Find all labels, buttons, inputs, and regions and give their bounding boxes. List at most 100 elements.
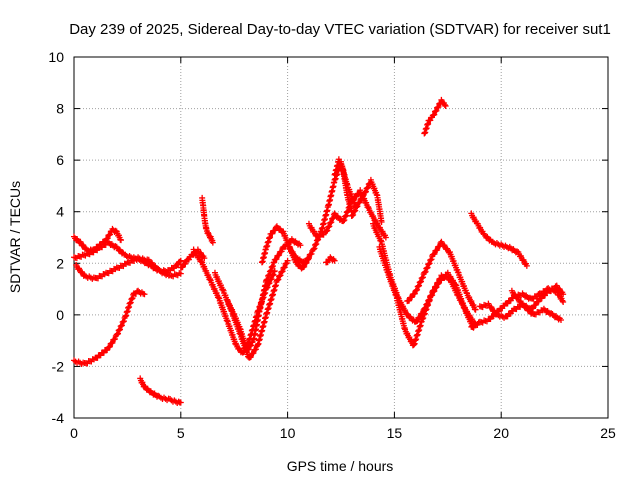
data-point [247,354,254,361]
x-tick-label: 0 [70,425,78,441]
data-point [426,260,433,267]
data-point [523,262,530,269]
data-point [406,297,413,304]
data-point [428,256,435,263]
y-tick-label: 8 [56,101,64,117]
data-point [303,258,310,265]
data-point [418,278,425,285]
data-point [560,298,567,305]
data-point [354,203,361,210]
data-point [250,350,257,357]
series-arc-21 [468,210,530,269]
series-arc-04 [71,287,148,368]
data-point [141,291,148,298]
series-arc-20 [421,96,449,137]
data-point [350,211,357,218]
data-point [331,257,338,264]
data-point [305,254,312,261]
data-point [353,193,360,200]
x-axis-label: GPS time / hours [287,458,394,474]
data-point [176,258,183,265]
data-point [284,257,291,264]
data-point [297,242,304,249]
data-point [107,231,114,238]
data-point [177,270,184,277]
data-point [558,317,565,324]
x-tick-label: 10 [280,425,296,441]
data-point [452,281,459,288]
data-point [177,257,184,264]
data-point [472,306,479,313]
data-point [431,111,438,118]
data-point [179,264,186,271]
y-tick-label: 6 [56,152,64,168]
data-point [433,107,440,114]
series-arc-03 [73,254,184,282]
data-point [424,264,431,271]
data-point [530,305,537,312]
data-point [414,286,421,293]
series-arc-05 [137,375,184,406]
data-point [177,399,184,406]
series-arc-22 [468,285,567,331]
series-arc-15 [348,176,385,226]
data-point [201,255,208,262]
data-point [365,184,372,191]
data-point [118,322,125,329]
y-tick-label: 4 [56,204,64,220]
data-point [362,188,369,195]
series-arc-18 [376,243,477,349]
data-point [434,247,441,254]
data-point [266,280,273,287]
data-point [269,230,276,237]
data-point [276,252,283,259]
series-arc-14 [331,156,355,215]
data-point [535,298,542,305]
data-point [109,339,116,346]
data-point [350,197,357,204]
data-point [442,102,449,109]
series-arc-16 [323,254,338,266]
data-point [112,335,119,342]
series-arc-07 [199,194,216,246]
data-point [435,280,442,287]
chart-title: Day 239 of 2025, Sidereal Day-to-day VTE… [69,21,611,38]
y-tick-label: 2 [56,255,64,271]
series-arc-13 [305,187,389,241]
data-point [117,237,124,244]
series-arc-19 [404,238,479,313]
plot-area [74,57,608,418]
data-point [408,294,415,301]
data-point [431,288,438,295]
x-tick-label: 20 [493,425,509,441]
data-point [560,291,567,298]
data-point [279,268,286,275]
data-point [532,301,539,308]
data-point [433,284,440,291]
data-point [324,227,331,234]
data-point [104,347,111,354]
x-tick-label: 5 [177,425,185,441]
data-point [416,282,423,289]
data-points [71,96,567,406]
data-point [277,272,284,279]
data-point [182,260,189,267]
data-point [198,258,205,265]
data-point [252,346,259,353]
data-point [115,330,122,337]
data-point [281,264,288,271]
data-point [278,248,285,255]
axis-ticks: 0 5 10 15 20 25 -4 -2 0 2 4 6 8 10 [48,49,616,441]
data-point [431,250,438,257]
data-point [248,342,255,349]
data-point [117,326,124,333]
y-tick-label: 10 [48,49,64,65]
data-point [559,297,566,304]
data-point [382,234,389,241]
data-point [275,276,282,283]
data-point [106,343,113,350]
data-point [429,292,436,299]
data-point [378,219,385,226]
data-point [273,256,280,263]
